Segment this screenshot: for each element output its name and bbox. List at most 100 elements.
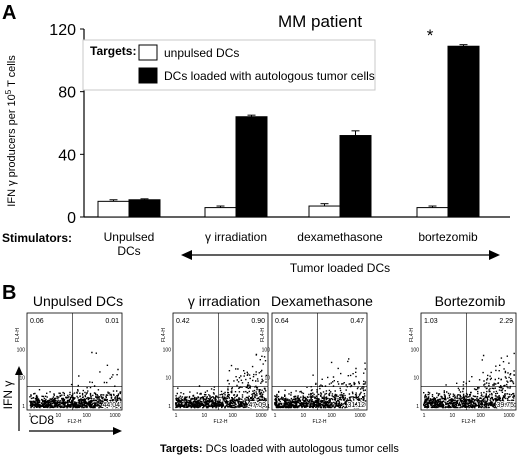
flow-x-tick: 10 [301,413,307,419]
flow-plot-frame [420,312,517,411]
quadrant-value-upper-left: 0.06 [30,318,44,325]
ifn-arrow-head [15,366,23,375]
cd8-arrow-head [113,427,122,435]
quadrant-value-upper-right: 2.29 [499,318,513,325]
y-tick-label: 0 [67,210,76,227]
flow-x-tick: 10 [56,413,62,419]
flow-events [274,358,367,409]
category-label: DCs [117,244,140,258]
flow-x-tick: 10 [202,413,208,419]
flow-x-tick: 1 [29,413,32,419]
flow-y-tick: 1 [416,404,419,410]
flow-plot-frame [172,312,269,411]
flow-plot-2: Dexamethasone 0.64 0.47 31.12 1 10 100 1000 1 10 1… [260,293,373,425]
quadrant-value-upper-left: 0.64 [275,318,289,325]
flow-plot-title: Unpulsed DCs [33,293,123,309]
flow-x-tick: 100 [476,413,485,419]
flow-y-axis-label: FL4-H [15,328,21,342]
category-label: Unpulsed [104,230,155,244]
ifn-axis-label: IFN γ [1,381,15,410]
quadrant-value-lower-right: 39.75 [496,402,514,409]
bar-loaded-3 [447,45,480,218]
y-ticks: 0 40 80 120 [49,22,84,227]
flow-x-tick: 100 [82,413,91,419]
category-label: dexamethasone [297,230,383,244]
flow-y-tick: 100 [17,347,26,353]
flow-x-tick: 1 [274,413,277,419]
panel-a: A MM patient IFN γ producers per 105 T c… [2,2,510,275]
stimulators-label: Stimulators: [2,231,72,245]
arrow-head-right [489,250,500,260]
flow-x-axis-label: FL2-H [313,419,327,425]
legend-label-unpulsed: unpulsed DCs [164,46,239,60]
flow-x-tick: 1 [175,413,178,419]
flow-x-tick: 1000 [503,413,514,419]
flow-y-axis-label: FL4-H [409,328,415,342]
category-label: γ irradiation [205,230,267,244]
legend-swatch-unpulsed [138,44,158,61]
quadrant-value-upper-right: 0.01 [105,318,119,325]
flow-y-tick: 1 [267,404,270,410]
quadrant-value-lower-right: 31.12 [347,402,365,409]
panel-a-letter: A [2,2,16,24]
flow-plot-title: Dexamethasone [271,293,373,309]
flow-plot-frame [26,312,123,411]
bar-unpulsed-2 [308,205,341,218]
flow-dots [274,358,367,409]
flow-x-tick: 1000 [109,413,120,419]
panel-b-letter: B [2,282,16,304]
flow-events [29,351,122,409]
y-tick-label: 120 [49,22,76,39]
legend: Targets: unpulsed DCs DCs loaded with au… [82,39,376,91]
flow-y-tick: 100 [262,347,271,353]
bar-unpulsed-1 [204,207,237,218]
bar-unpulsed-3 [416,207,449,218]
tumor-loaded-arrow [181,250,500,260]
flow-x-axis-label: FL2-H [68,419,82,425]
flow-y-axis-label: FL4-H [161,328,167,342]
flow-plot-frame [271,312,368,411]
legend-box [82,39,376,91]
flow-x-tick: 1000 [255,413,266,419]
flow-x-axis-label: FL2-H [462,419,476,425]
flow-plot-title: Bortezomib [435,293,506,309]
flow-x-tick: 100 [327,413,336,419]
bar-loaded-1 [235,116,268,218]
flow-x-tick: 10 [450,413,456,419]
quadrant-value-lower-right: 44.04 [102,402,120,409]
flow-events [423,352,516,409]
significance-marker: * [427,26,434,45]
flow-y-tick: 10 [413,376,419,382]
arrow-head-left [181,250,192,260]
quadrant-value-upper-left: 0.42 [176,318,190,325]
category-label: bortezomib [418,230,478,244]
flow-x-tick: 100 [228,413,237,419]
cd8-axis-arrow [29,427,122,435]
cd8-axis-label: CD8 [30,413,54,427]
targets-caption: Targets: DCs loaded with autologous tumo… [160,443,399,455]
y-axis-label: IFN γ producers per 105 T cells [4,55,18,207]
quadrant-value-upper-right: 0.90 [251,318,265,325]
flow-dots [423,352,516,409]
quadrant-value-lower-right: 47.09 [248,402,266,409]
ifn-axis-arrow [15,366,23,431]
flow-x-axis-label: FL2-H [214,419,228,425]
bar-loaded-2 [339,135,372,218]
bar-unpulsed-0 [97,200,130,218]
flow-dots [29,351,122,409]
quadrant-value-upper-right: 0.47 [350,318,364,325]
flow-y-tick: 1 [168,404,171,410]
flow-y-tick: 100 [411,347,420,353]
flow-plot-0: Unpulsed DCs 0.06 0.01 44.04 1 10 100 1000 1 10 10… [15,293,123,425]
flow-y-tick: 10 [264,376,270,382]
quadrant-value-upper-left: 1.03 [424,318,438,325]
chart-title: MM patient [278,12,362,31]
bar-loaded-0 [128,199,161,218]
flow-x-tick: 1000 [354,413,365,419]
